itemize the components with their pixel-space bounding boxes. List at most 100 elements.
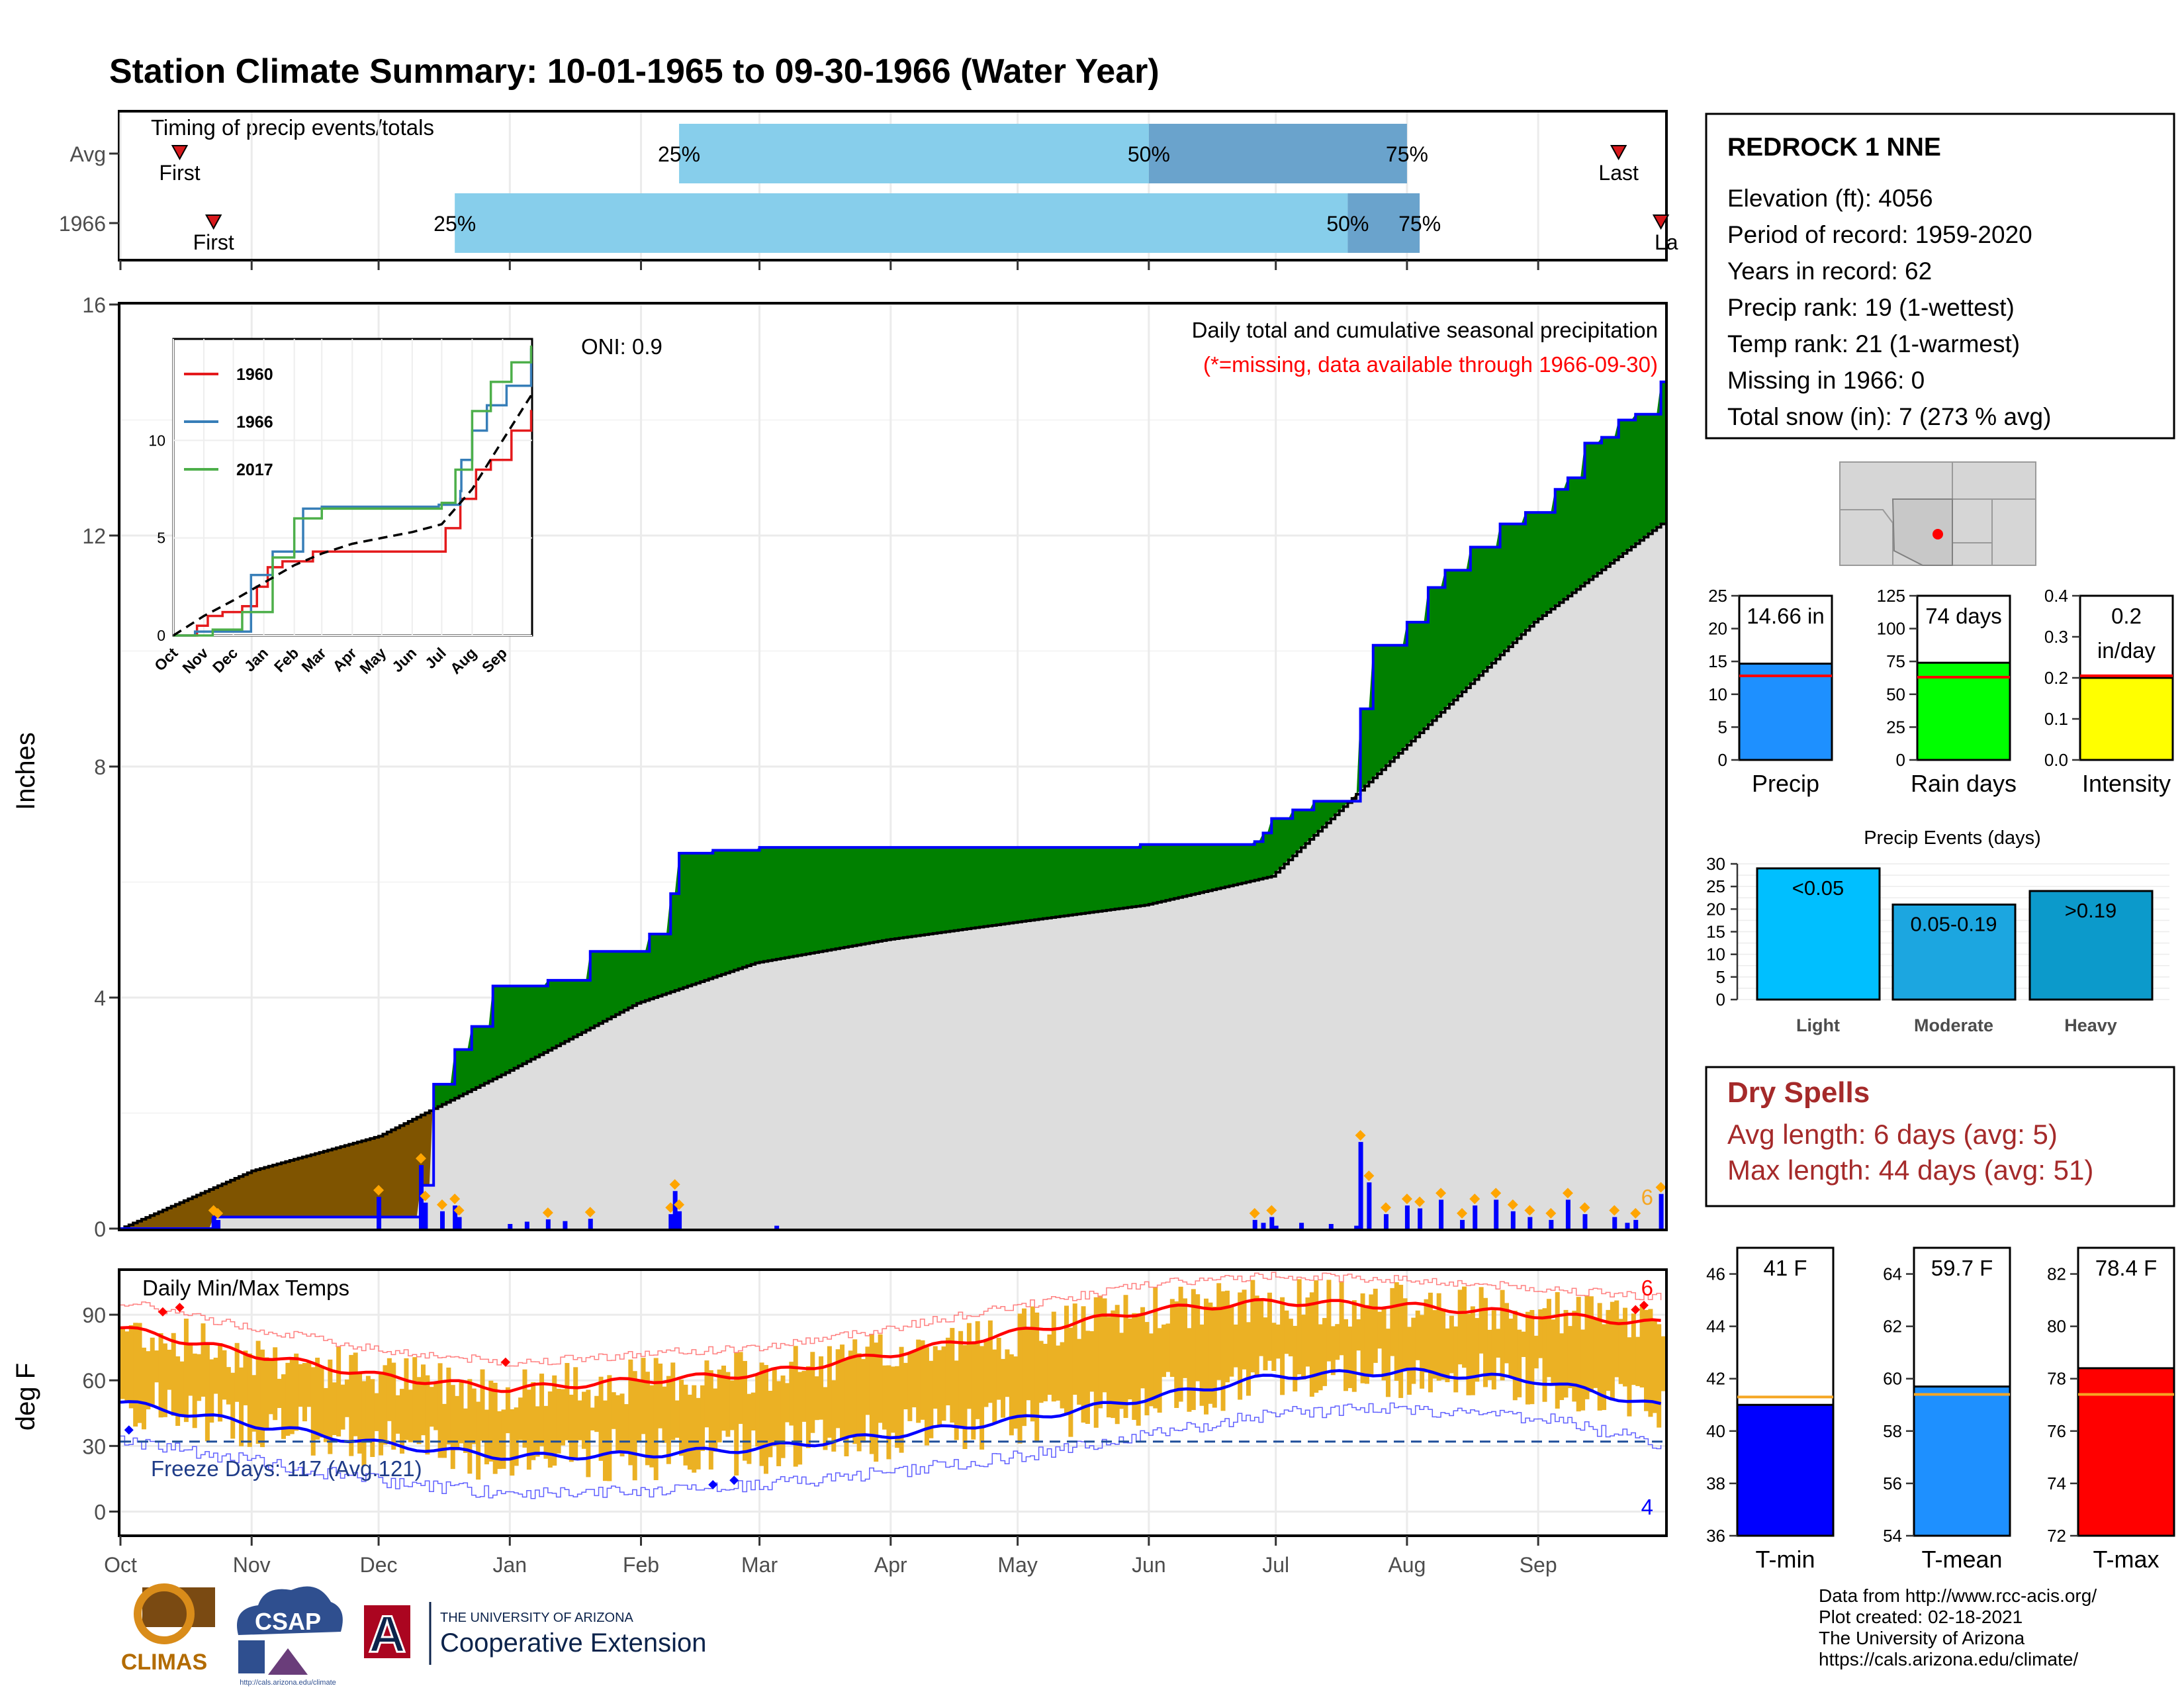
daily-temp-bar — [1263, 1317, 1268, 1371]
daily-temp-bar — [586, 1389, 591, 1477]
precip-ytick-label: 4 — [94, 986, 106, 1010]
daily-temp-bar — [349, 1354, 354, 1456]
daily-temp-bar — [1056, 1345, 1061, 1401]
inset-xtick-label: Dec — [209, 644, 241, 676]
bar-fill — [2077, 1367, 2175, 1537]
daily-precip-bar — [668, 1214, 674, 1229]
bar-fill — [1916, 661, 2011, 761]
daily-temp-bar — [1436, 1293, 1441, 1381]
daily-temp-bar — [1512, 1311, 1518, 1401]
daily-temp-bar — [552, 1375, 557, 1466]
month-label: Jan — [492, 1553, 527, 1577]
timing-bar-25-50 — [455, 193, 1348, 253]
daily-temp-bar — [708, 1370, 713, 1470]
bar-tick-label: 20 — [1708, 619, 1727, 639]
daily-temp-bar — [264, 1357, 269, 1431]
daily-temp-bar — [310, 1367, 316, 1456]
precip-ytick-label: 16 — [82, 293, 106, 317]
daily-temp-bar — [721, 1365, 727, 1431]
credit-line: The University of Arizona — [1819, 1628, 2025, 1648]
bar-fill — [1738, 663, 1833, 761]
arizona-outline — [1891, 498, 1953, 566]
bar-tick-label: 44 — [1706, 1317, 1725, 1336]
events-ytick-label: 5 — [1716, 967, 1725, 987]
daily-temp-bar — [1657, 1324, 1662, 1428]
daily-precip-diamond — [373, 1185, 385, 1196]
daily-precip-bar — [457, 1217, 462, 1229]
daily-temp-bar — [1203, 1298, 1208, 1415]
daily-temp-bar — [582, 1391, 586, 1449]
daily-precip-diamond — [1579, 1202, 1590, 1213]
daily-precip-bar — [439, 1211, 445, 1229]
station-info-box: REDROCK 1 NNE Elevation (ft): 4056 Period… — [1705, 113, 2175, 440]
daily-precip-bar — [377, 1197, 382, 1229]
station-detail-line: Precip rank: 19 (1-wettest) — [1727, 294, 2015, 321]
daily-temp-bar — [192, 1353, 197, 1429]
month-label: May — [997, 1553, 1037, 1577]
bar-tick-label: 58 — [1883, 1421, 1902, 1441]
bar-category-label: Precip — [1752, 770, 1819, 797]
daily-temp-bar — [1187, 1328, 1192, 1412]
daily-temp-bar — [1356, 1319, 1361, 1351]
daily-precip-bar — [1460, 1219, 1465, 1229]
daily-temp-bar — [1297, 1279, 1302, 1375]
daily-temp-bar — [1233, 1324, 1238, 1368]
daily-temp-bar — [522, 1369, 527, 1448]
bar-fill — [2079, 677, 2174, 761]
daily-precip-bar — [1439, 1199, 1444, 1229]
daily-temp-bar — [772, 1369, 777, 1446]
daily-temp-bar — [1508, 1319, 1514, 1377]
daily-temp-bar — [814, 1376, 819, 1421]
daily-temp-bar — [1242, 1289, 1247, 1370]
daily-temp-bar — [1521, 1331, 1526, 1358]
timing-bar-50-75 — [1347, 193, 1420, 253]
daily-temp-bar — [1627, 1337, 1632, 1417]
bar-tick-label: 56 — [1883, 1474, 1902, 1493]
daily-temp-bar — [209, 1359, 214, 1423]
daily-temp-bar — [835, 1349, 841, 1429]
daily-precip-diamond — [1363, 1170, 1375, 1182]
daily-temp-bar — [899, 1346, 904, 1453]
daily-temp-bar — [1153, 1287, 1158, 1409]
daily-temp-bar — [1551, 1319, 1556, 1386]
daily-temp-bar — [1623, 1307, 1628, 1387]
daily-temp-bar — [1432, 1310, 1437, 1379]
daily-temp-bar — [1229, 1307, 1234, 1377]
daily-temp-bar — [1098, 1295, 1103, 1409]
daily-precip-bars — [208, 1130, 1666, 1229]
daily-temp-bar — [966, 1323, 972, 1409]
daily-temp-bar — [1415, 1310, 1420, 1360]
daily-precip-diamond — [1655, 1182, 1666, 1193]
bar-tick-label: 36 — [1706, 1526, 1725, 1546]
daily-temp-bar — [1533, 1335, 1539, 1369]
daily-temp-bar — [1567, 1326, 1572, 1388]
daily-temp-bar — [1267, 1292, 1272, 1361]
daily-temp-bar — [1309, 1292, 1314, 1397]
daily-temp-bar — [1208, 1302, 1213, 1404]
daily-precip-diamond — [669, 1179, 680, 1190]
daily-temp-bar — [886, 1365, 891, 1460]
temp-frame — [118, 1268, 1668, 1537]
bar-value-label: 41 F — [1763, 1256, 1807, 1280]
daily-temp-bar — [645, 1372, 650, 1466]
daily-temp-bar — [1597, 1303, 1602, 1411]
bar-tick-label: 15 — [1708, 651, 1727, 671]
daily-precip-diamond — [1490, 1188, 1502, 1199]
daily-temp-bar — [425, 1375, 430, 1455]
daily-temp-bar — [1115, 1305, 1120, 1425]
daily-temp-bar — [882, 1365, 887, 1430]
daily-temp-bar — [510, 1409, 515, 1476]
daily-temp-bar — [315, 1358, 320, 1440]
credit-line: Plot created: 02-18-2021 — [1819, 1607, 2023, 1627]
daily-temp-bar — [1169, 1299, 1175, 1378]
daily-temp-bar — [611, 1392, 616, 1429]
daily-precip-diamond — [416, 1153, 427, 1164]
bar-category-label: Intensity — [2082, 770, 2171, 797]
temp-ytick-label: 90 — [82, 1303, 106, 1327]
daily-temp-bar — [1398, 1284, 1404, 1398]
daily-temp-bar — [1060, 1342, 1065, 1409]
daily-temp-bar — [281, 1374, 286, 1439]
daily-temp-bar — [201, 1323, 206, 1397]
daily-temp-bar — [1005, 1349, 1010, 1397]
daily-temp-bar — [319, 1366, 324, 1438]
